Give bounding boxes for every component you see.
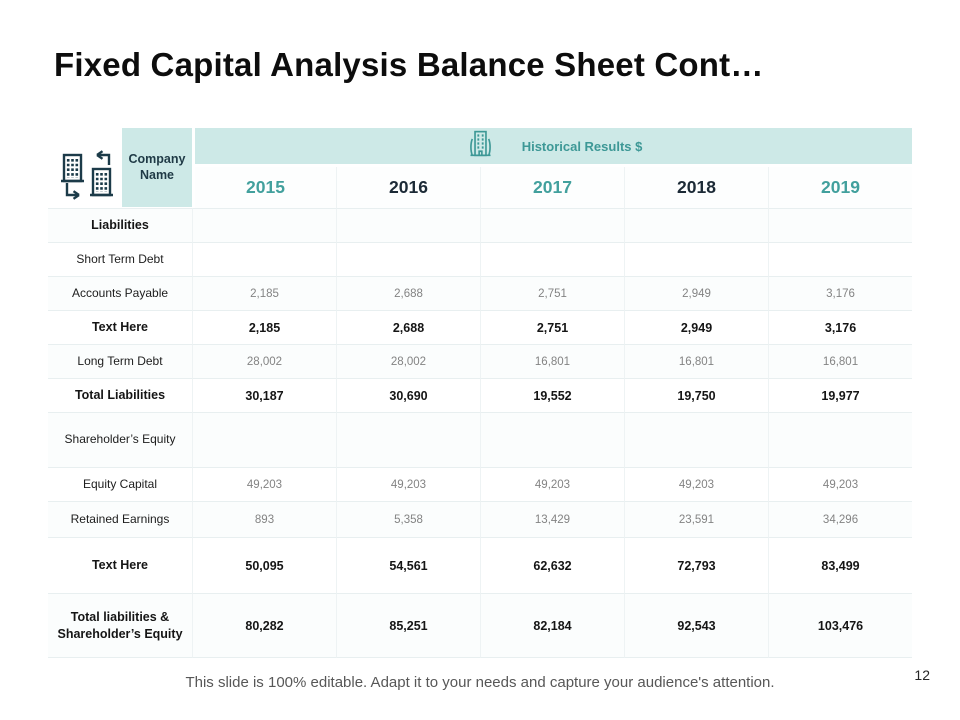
table-row: Accounts Payable 2,185 2,688 2,751 2,949… [48, 276, 913, 310]
cell-value: 23,591 [624, 501, 768, 537]
cell-value [624, 412, 768, 467]
row-label: Total liabilities & Shareholder’s Equity [48, 593, 192, 658]
cell-value: 30,690 [336, 378, 480, 412]
cell-value: 50,095 [192, 537, 336, 593]
cell-value: 19,977 [768, 378, 913, 412]
cell-value [336, 208, 480, 242]
year-header-2018: 2018 [624, 167, 768, 208]
table-body: Liabilities Short Term Debt Accounts Pay… [48, 208, 913, 658]
cell-value: 5,358 [336, 501, 480, 537]
row-label: Text Here [48, 310, 192, 344]
cell-value [480, 242, 624, 276]
cell-value: 3,176 [768, 276, 913, 310]
cell-value: 2,688 [336, 276, 480, 310]
buildings-exchange-icon [56, 145, 120, 205]
year-header-2019: 2019 [768, 167, 913, 208]
cell-value [768, 208, 913, 242]
cell-value [624, 208, 768, 242]
cell-value: 49,203 [768, 467, 913, 501]
cell-value: 2,688 [336, 310, 480, 344]
cell-value: 49,203 [624, 467, 768, 501]
year-header-2017: 2017 [480, 167, 624, 208]
cell-value [336, 412, 480, 467]
cell-value: 85,251 [336, 593, 480, 658]
cell-value [480, 208, 624, 242]
table-row: Text Here 2,185 2,688 2,751 2,949 3,176 [48, 310, 913, 344]
row-label: Equity Capital [48, 467, 192, 501]
cell-value [192, 412, 336, 467]
row-label: Liabilities [48, 208, 192, 242]
footer-note: This slide is 100% editable. Adapt it to… [185, 674, 775, 691]
cell-value: 28,002 [336, 344, 480, 378]
row-label: Total Liabilities [48, 378, 192, 412]
cell-value [624, 242, 768, 276]
cell-value [480, 412, 624, 467]
cell-value: 2,949 [624, 276, 768, 310]
table-row: Total liabilities & Shareholder’s Equity… [48, 593, 913, 658]
year-header-row: 2015 2016 2017 2018 2019 [48, 167, 913, 208]
table-row: Retained Earnings 893 5,358 13,429 23,59… [48, 501, 913, 537]
cell-value: 82,184 [480, 593, 624, 658]
row-label: Retained Earnings [48, 501, 192, 537]
cell-value: 893 [192, 501, 336, 537]
row-label: Long Term Debt [48, 344, 192, 378]
cell-value: 2,949 [624, 310, 768, 344]
row-label: Shareholder’s Equity [48, 412, 192, 467]
page-title: Fixed Capital Analysis Balance Sheet Con… [54, 46, 764, 84]
building-icon [465, 128, 496, 164]
cell-value: 19,750 [624, 378, 768, 412]
year-header-2015: 2015 [192, 167, 336, 208]
cell-value [768, 242, 913, 276]
cell-value: 3,176 [768, 310, 913, 344]
cell-value: 16,801 [768, 344, 913, 378]
cell-value: 30,187 [192, 378, 336, 412]
cell-value: 2,185 [192, 276, 336, 310]
cell-value: 2,751 [480, 310, 624, 344]
cell-value [336, 242, 480, 276]
page-number: 12 [914, 667, 930, 683]
row-label: Accounts Payable [48, 276, 192, 310]
table-row: Liabilities [48, 208, 913, 242]
historical-results-band: Historical Results $ [192, 128, 913, 167]
company-name-header-cell: Company Name [48, 128, 192, 208]
company-name-header: Company Name [122, 128, 192, 207]
table-row: Shareholder’s Equity [48, 412, 913, 467]
cell-value [192, 208, 336, 242]
table-row: Equity Capital 49,203 49,203 49,203 49,2… [48, 467, 913, 501]
table-row: Total Liabilities 30,187 30,690 19,552 1… [48, 378, 913, 412]
table-row: Text Here 50,095 54,561 62,632 72,793 83… [48, 537, 913, 593]
cell-value: 62,632 [480, 537, 624, 593]
cell-value: 49,203 [336, 467, 480, 501]
band-row: Company Name [48, 128, 913, 207]
table-row: Long Term Debt 28,002 28,002 16,801 16,8… [48, 344, 913, 378]
band-label: Historical Results $ [521, 138, 643, 154]
cell-value: 2,185 [192, 310, 336, 344]
cell-value: 34,296 [768, 501, 913, 537]
cell-value: 16,801 [480, 344, 624, 378]
cell-value: 92,543 [624, 593, 768, 658]
cell-value: 83,499 [768, 537, 913, 593]
cell-value: 13,429 [480, 501, 624, 537]
cell-value: 49,203 [192, 467, 336, 501]
cell-value: 103,476 [768, 593, 913, 658]
cell-value: 19,552 [480, 378, 624, 412]
table-row: Short Term Debt [48, 242, 913, 276]
row-label: Short Term Debt [48, 242, 192, 276]
year-header-2016: 2016 [336, 167, 480, 208]
balance-sheet-table: Company Name [48, 128, 913, 658]
cell-value: 49,203 [480, 467, 624, 501]
cell-value: 80,282 [192, 593, 336, 658]
cell-value: 28,002 [192, 344, 336, 378]
cell-value [192, 242, 336, 276]
cell-value: 2,751 [480, 276, 624, 310]
row-label: Text Here [48, 537, 192, 593]
cell-value: 16,801 [624, 344, 768, 378]
cell-value: 54,561 [336, 537, 480, 593]
cell-value: 72,793 [624, 537, 768, 593]
cell-value [768, 412, 913, 467]
